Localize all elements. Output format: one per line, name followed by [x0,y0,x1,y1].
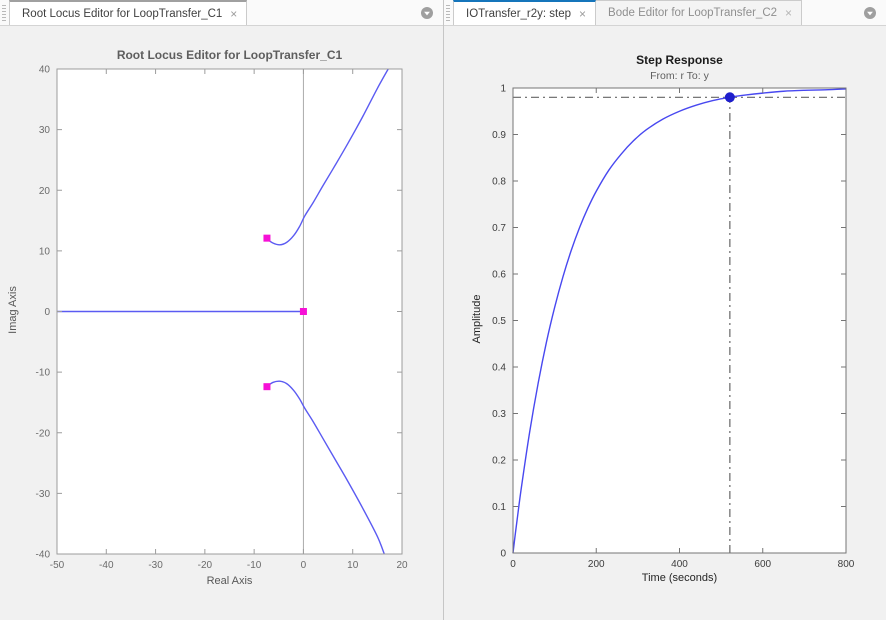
tab-close-icon[interactable]: × [785,6,793,20]
step-response-title: Step Response [636,53,723,67]
tab-label: IOTransfer_r2y: step [466,7,572,20]
closed-loop-pole-marker[interactable] [263,234,271,242]
left-tab-bar: Root Locus Editor for LoopTransfer_C1 × [0,0,443,26]
x-tick-label: 10 [347,560,359,571]
y-tick-label: 20 [39,186,51,197]
lower-complex-branch-curve[interactable] [266,380,385,555]
x-tick-label: -50 [50,560,65,571]
real-axis-label: Real Axis [206,575,253,587]
x-tick-label: -30 [148,560,163,571]
panel-grip-handle[interactable] [2,5,6,21]
root-locus-editor-panel: Root Locus Editor for LoopTransfer_C1 × … [0,0,443,620]
tab-close-icon[interactable]: × [230,6,238,21]
tab-overflow-button[interactable] [420,6,434,20]
root-locus-plot[interactable]: -50 -40 -30 -20 -10 0 10 20-40-30-20-1001020304… [0,26,443,620]
step-response-plot[interactable]: 0 200 400 600 800 0 0.1 0.2 0.3 0.4 0.5 0.6 0.7 0.8 0.… [444,26,886,620]
y-tick-label: 0.6 [492,270,506,281]
settling-point-marker[interactable] [724,92,735,103]
step-response-plot-area: Step Response From: r To: y 0 200 400 600 80… [444,26,886,620]
y-tick-label: -40 [36,550,51,561]
y-tick-label: 0.2 [492,456,506,467]
y-tick-label: 0.8 [492,177,506,188]
y-tick-label: 40 [39,65,51,76]
imag-axis-label: Imag Axis [7,286,19,334]
time-axis-label: Time (seconds) [641,572,718,584]
y-tick-label: 0.4 [492,363,506,374]
plot-background[interactable] [513,88,846,553]
x-tick-label: 0 [510,559,516,570]
y-tick-label: 30 [39,125,51,136]
y-tick-label: 0 [500,549,506,560]
y-tick-label: 0.5 [492,316,506,327]
step-response-subtitle: From: r To: y [650,70,709,82]
y-tick-label: 0.9 [492,130,506,141]
tab-root-locus-editor[interactable]: Root Locus Editor for LoopTransfer_C1 × [9,0,248,25]
step-response-panel: IOTransfer_r2y: step × Bode Editor for L… [443,0,886,620]
y-tick-label: -10 [36,368,51,379]
y-tick-label: 10 [39,246,51,257]
x-tick-label: 800 [838,559,855,570]
root-locus-title: Root Locus Editor for LoopTransfer_C1 [116,48,343,62]
circle-arrow-down-icon [421,6,433,19]
x-tick-label: 200 [588,559,605,570]
x-tick-label: -10 [247,560,262,571]
x-tick-label: -40 [99,560,114,571]
y-tick-label: 0 [44,307,50,318]
step-response-curve[interactable] [512,88,847,554]
y-tick-label: 0.7 [492,223,506,234]
circle-arrow-down-icon [864,6,876,19]
closed-loop-pole-marker[interactable] [299,308,307,315]
panel-grip-handle[interactable] [446,5,450,21]
tab-label: Bode Editor for LoopTransfer_C2 [608,7,778,19]
tab-label: Root Locus Editor for LoopTransfer_C1 [22,7,223,20]
y-tick-label: -30 [36,489,51,500]
y-tick-label: -20 [36,428,51,439]
x-tick-label: 20 [396,560,408,571]
y-tick-label: 1 [500,84,506,95]
closed-loop-pole-marker[interactable] [263,383,271,391]
x-tick-label: -20 [198,560,213,571]
y-tick-label: 0.1 [492,502,506,513]
tab-bode-editor[interactable]: Bode Editor for LoopTransfer_C2 × [596,0,803,25]
amplitude-axis-label: Amplitude [471,294,483,344]
upper-complex-branch-curve[interactable] [266,68,389,246]
tab-overflow-button[interactable] [863,6,877,20]
x-tick-label: 0 [301,560,307,571]
tab-iotransfer-step[interactable]: IOTransfer_r2y: step × [453,0,597,25]
right-tab-bar: IOTransfer_r2y: step × Bode Editor for L… [444,0,886,26]
y-tick-label: 0.3 [492,409,506,420]
x-tick-label: 600 [754,559,771,570]
tab-close-icon[interactable]: × [579,6,587,21]
root-locus-plot-area: Root Locus Editor for LoopTransfer_C1 -5… [0,26,443,620]
x-tick-label: 400 [671,559,688,570]
